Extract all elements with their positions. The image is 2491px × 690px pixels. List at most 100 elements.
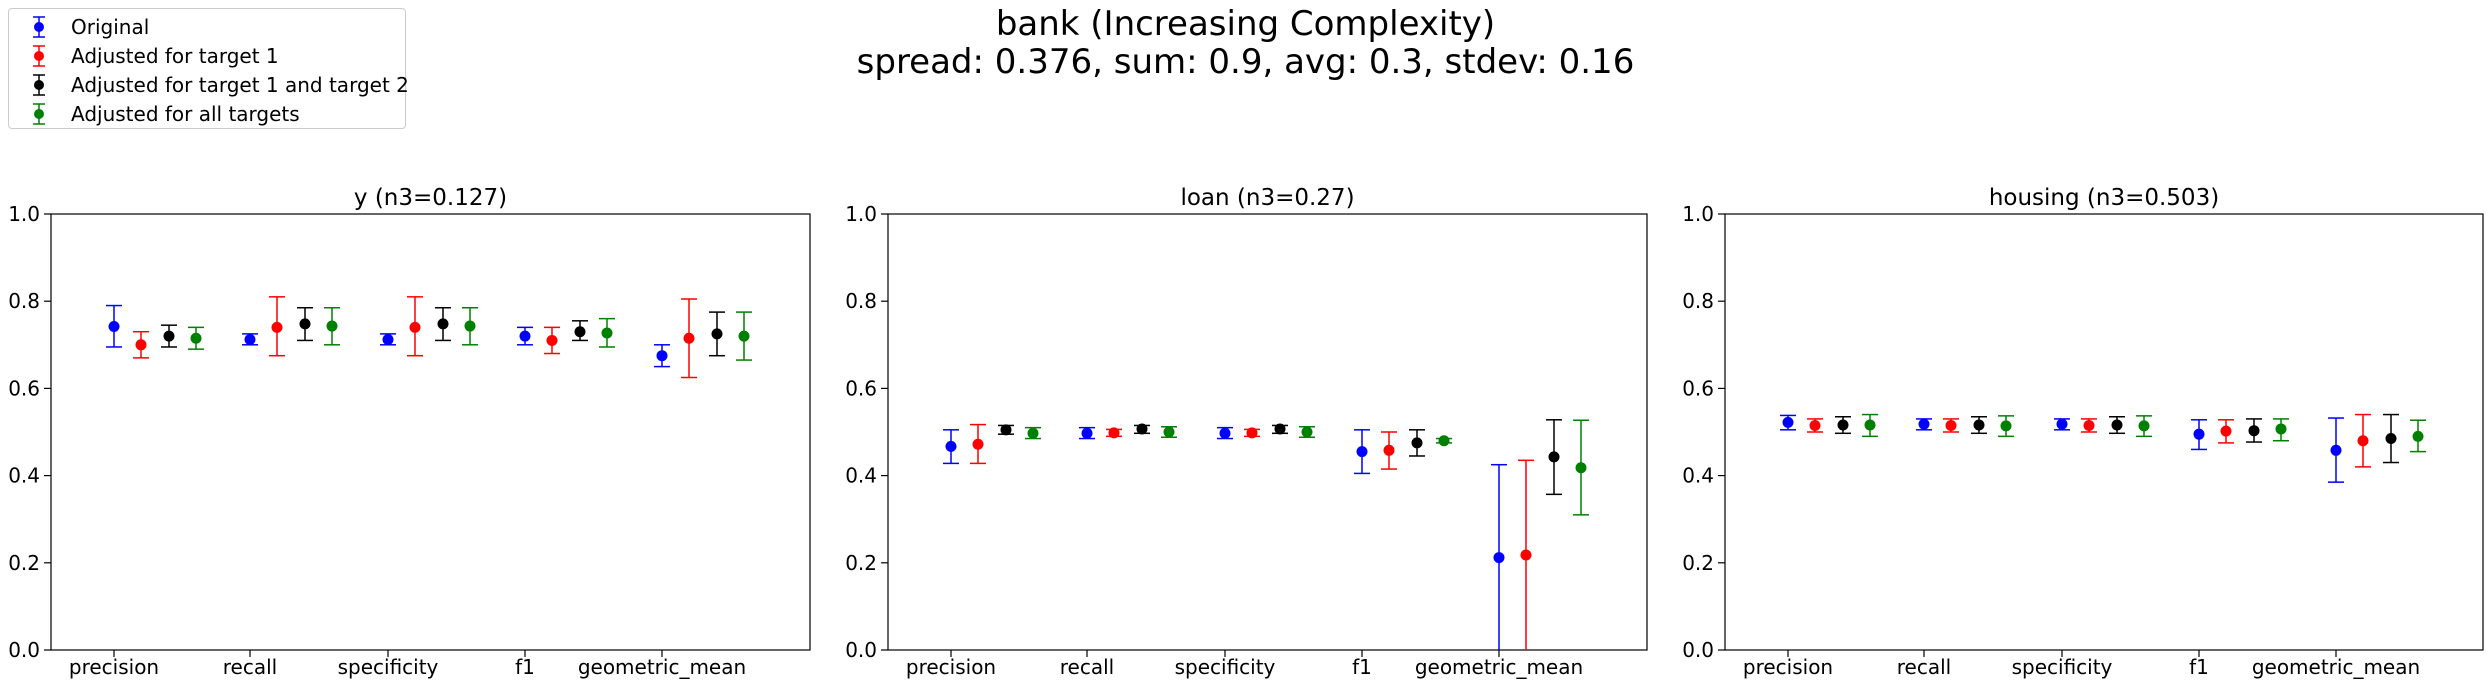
panel-3-adjusted-for-all-targets-f1-point [2275,423,2287,435]
panel-2-adjusted-for-target-1-f1-point [1383,444,1395,456]
panel-3-adjusted-for-target-1-geometric-mean-point [2357,435,2369,447]
panel-1-xtick-label-specificity: specificity [338,655,439,679]
panel-1-adjusted-for-all-targets-f1-point [601,327,613,339]
panel-2-adjusted-for-all-targets-geometric-mean-point [1575,462,1587,474]
panel-1-original-precision-point [108,320,120,332]
panel-3-adjusted-for-target-1-and-target-2-specificity-point [2111,419,2123,431]
panel-3-ytick-label-5: 1.0 [1682,202,1714,226]
panel-1-xtick-label-recall: recall [223,655,277,679]
panel-3-adjusted-for-all-targets-precision-point [1864,419,1876,431]
panel-1-adjusted-for-all-targets-recall-point [326,320,338,332]
panel-2-adjusted-for-target-1-and-target-2-recall-point [1136,423,1148,435]
panel-2-original-geometric-mean-point [1493,552,1505,564]
panel-2-adjusted-for-target-1-and-target-2-geometric-mean-point [1548,451,1560,463]
panel-1-adjusted-for-target-1-precision-point [135,339,147,351]
panel-3-adjusted-for-target-1-and-target-2-recall-point [1973,419,1985,431]
figure-title: bank (Increasing Complexity) [995,4,1496,44]
panel-2-xtick-label-geometric-mean: geometric_mean [1415,655,1583,679]
panel-3-original-specificity-point [2056,418,2068,430]
panel-1-title: y (n3=0.127) [354,185,507,211]
panel-1-original-recall-point [244,334,256,346]
panel-3-original-geometric-mean-point [2330,444,2342,456]
panel-1-adjusted-for-target-1-and-target-2-geometric-mean-point [711,328,723,340]
panel-3-adjusted-for-target-1-and-target-2-geometric-mean-point [2385,433,2397,445]
legend-label-original: Original [71,15,150,39]
panel-2-xtick-label-recall: recall [1060,655,1114,679]
legend-label-all-targets: Adjusted for all targets [71,102,300,126]
legend-marker-all-targets [33,103,45,125]
panel-2-adjusted-for-all-targets-specificity-point [1301,426,1313,438]
panel-2-original-recall-point [1081,427,1093,439]
panel-1-ytick-label-3: 0.6 [8,376,40,400]
panel-3-adjusted-for-all-targets-recall-point [2000,420,2012,432]
legend-item-original: Original [9,13,399,41]
panel-1-axes-frame [50,213,811,651]
panel-1-adjusted-for-target-1-and-target-2-f1-point [574,326,586,338]
panel-2-xtick-label-specificity: specificity [1175,655,1276,679]
panel-3-ytick-label-4: 0.8 [1682,289,1714,313]
panel-1-original-specificity-point [382,334,394,346]
panel-1-adjusted-for-target-1-and-target-2-recall-point [299,318,311,330]
panel-1-xtick-label-f1: f1 [515,655,535,679]
panel-1-adjusted-for-target-1-f1-point [546,334,558,346]
panel-3-adjusted-for-all-targets-geometric-mean-point [2412,430,2424,442]
legend-marker-target1-target2 [33,74,45,96]
panel-2-adjusted-for-all-targets-recall-point [1163,426,1175,438]
panel-2-adjusted-for-target-1-and-target-2-precision-point [1000,424,1012,436]
panel-3-adjusted-for-target-1-recall-point [1945,419,1957,431]
panel-2-axes-frame [887,213,1648,651]
panel-2-adjusted-for-target-1-recall-point [1108,427,1120,439]
panel-3-axes-frame [1724,213,2484,651]
panel-3-original-precision-point [1782,416,1794,428]
panel-1-ytick-label-1: 0.2 [8,551,40,575]
panel-1-adjusted-for-target-1-geometric-mean-point [683,332,695,344]
legend-label-target1: Adjusted for target 1 [71,44,279,68]
panel-1-adjusted-for-all-targets-precision-point [190,332,202,344]
panel-1-ytick-label-0: 0.0 [8,638,40,662]
legend-marker-original [33,16,45,38]
legend-item-target1-target2: Adjusted for target 1 and target 2 [9,71,409,99]
panel-2-adjusted-for-all-targets-precision-point [1027,427,1039,439]
panel-2-title: loan (n3=0.27) [1180,185,1354,211]
panel-1-adjusted-for-target-1-and-target-2-precision-point [163,330,175,342]
panel-3-adjusted-for-target-1-and-target-2-precision-point [1837,419,1849,431]
panel-3-adjusted-for-target-1-specificity-point [2083,419,2095,431]
panel-1-original-geometric-mean-point [656,350,668,362]
panel-1-ytick-label-5: 1.0 [8,202,40,226]
legend-marker-target1 [33,45,45,67]
panel-2-original-specificity-point [1219,427,1231,439]
panel-1-adjusted-for-target-1-and-target-2-specificity-point [437,318,449,330]
panel-3-ytick-label-3: 0.6 [1682,376,1714,400]
panel-3-ytick-label-0: 0.0 [1682,638,1714,662]
panel-3-xtick-label-geometric-mean: geometric_mean [2252,655,2420,679]
panel-1-adjusted-for-all-targets-geometric-mean-point [738,330,750,342]
panel-3-xtick-label-recall: recall [1897,655,1951,679]
panel-2-adjusted-for-target-1-precision-point [972,438,984,450]
panel-1-xtick-label-geometric-mean: geometric_mean [578,655,746,679]
panel-3-xtick-label-specificity: specificity [2012,655,2113,679]
panel-2-ytick-label-0: 0.0 [845,638,877,662]
panel-2-adjusted-for-target-1-and-target-2-f1-point [1411,437,1423,449]
panel-2-adjusted-for-target-1-geometric-mean-point [1520,549,1532,561]
figure-subtitle: spread: 0.376, sum: 0.9, avg: 0.3, stdev… [856,42,1635,82]
panel-1-ytick-label-4: 0.8 [8,289,40,313]
panel-3-ytick-label-2: 0.4 [1682,464,1714,488]
legend-item-target1: Adjusted for target 1 [9,42,399,70]
panel-2-ytick-label-4: 0.8 [845,289,877,313]
panel-3-adjusted-for-target-1-f1-point [2220,425,2232,437]
panel-2-ytick-label-5: 1.0 [845,202,877,226]
panel-1-adjusted-for-target-1-recall-point [271,321,283,333]
panel-1-adjusted-for-all-targets-specificity-point [464,320,476,332]
panel-1-adjusted-for-target-1-specificity-point [409,321,421,333]
legend-item-all-targets: Adjusted for all targets [9,100,399,128]
panel-2-ytick-label-3: 0.6 [845,376,877,400]
legend-label-target1-target2: Adjusted for target 1 and target 2 [71,73,409,97]
panel-2-original-precision-point [945,440,957,452]
panel-3-ytick-label-1: 0.2 [1682,551,1714,575]
panel-2-adjusted-for-target-1-and-target-2-specificity-point [1274,423,1286,435]
panel-3-adjusted-for-all-targets-specificity-point [2138,420,2150,432]
panel-3-title: housing (n3=0.503) [1989,185,2219,211]
panel-2-original-f1-point [1356,446,1368,458]
panel-3-original-f1-point [2193,428,2205,440]
